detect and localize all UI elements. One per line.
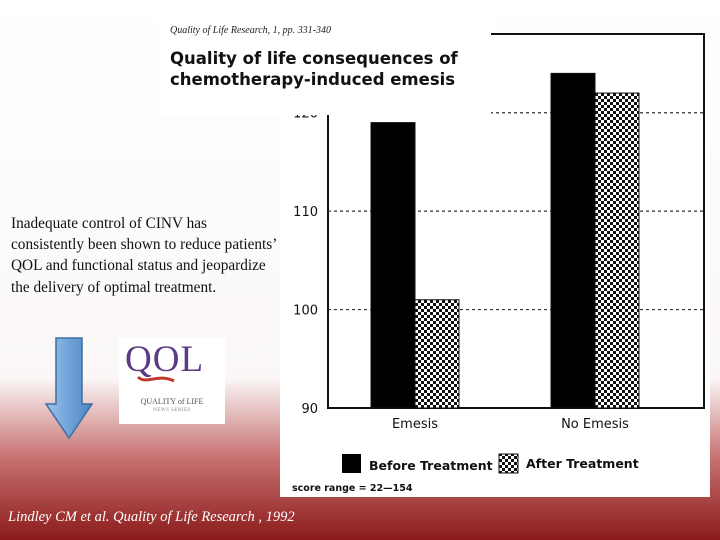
- category-labels: Emesis No Emesis: [392, 417, 629, 432]
- logo-subtitle-small: NEWS SERIES: [153, 408, 191, 413]
- body-text: Inadequate control of CINV has consisten…: [11, 215, 277, 296]
- article-title-line2: chemotherapy-induced emesis: [170, 70, 456, 89]
- down-arrow-icon: [44, 337, 94, 440]
- logo-subtitle: QUALITY of LIFE: [140, 397, 204, 406]
- qol-logo: QOL QUALITY of LIFE NEWS SERIES: [119, 338, 225, 424]
- logo-wordmark: QOL: [125, 339, 205, 380]
- bars: [370, 72, 640, 409]
- source-citation: Lindley CM et al. Quality of Life Resear…: [8, 509, 295, 525]
- legend-label-before: Before Treatment: [369, 458, 493, 473]
- legend-swatch-before: [342, 454, 361, 473]
- bar-before-1: [550, 72, 596, 409]
- score-range-note: score range = 22—154: [292, 483, 413, 494]
- legend-swatch-after: [498, 453, 519, 474]
- bar-before-0: [370, 122, 416, 409]
- legend: Before Treatment After Treatment: [342, 453, 639, 474]
- bar-after-0: [414, 299, 460, 409]
- swoosh-icon: [136, 375, 175, 383]
- bar-after-1: [594, 92, 640, 409]
- plot-frame: [327, 33, 705, 409]
- journal-header: Quality of Life Research, 1, pp. 331-340…: [158, 16, 491, 115]
- category-label: No Emesis: [561, 417, 629, 432]
- article-title: Quality of life consequences of chemothe…: [170, 48, 458, 90]
- y-tick-label: 110: [293, 205, 318, 220]
- article-title-line1: Quality of life consequences of: [170, 49, 458, 68]
- legend-label-after: After Treatment: [526, 456, 639, 471]
- y-tick-labels: 90100110120: [293, 107, 318, 417]
- journal-citation-line: Quality of Life Research, 1, pp. 331-340: [170, 25, 331, 36]
- y-tick-label: 100: [293, 304, 318, 319]
- category-label: Emesis: [392, 417, 438, 432]
- y-tick-label: 90: [301, 402, 318, 417]
